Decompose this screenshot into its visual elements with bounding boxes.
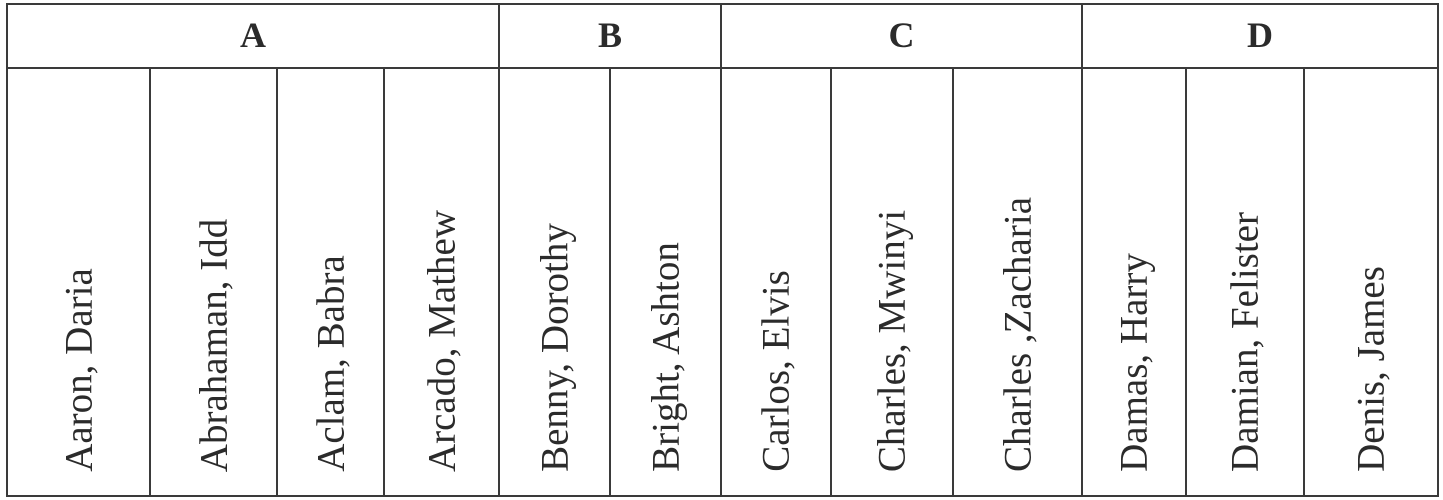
table-top-border — [6, 3, 1439, 5]
name-cell: Charles, Mwinyi — [832, 68, 952, 494]
column-border — [276, 67, 278, 497]
name-label: Arcado, Mathew — [420, 209, 463, 473]
name-cell: Carlos, Elvis — [722, 68, 830, 494]
name-label: Charles, Mwinyi — [870, 209, 914, 473]
name-cell: Charles ,Zacharia — [954, 68, 1081, 494]
column-border — [1185, 67, 1187, 497]
group-border — [720, 3, 722, 497]
column-border — [149, 67, 151, 497]
name-label: Aclam, Babra — [309, 255, 352, 472]
group-header-a: A — [240, 15, 266, 55]
group-border — [1081, 3, 1083, 497]
column-border — [609, 67, 611, 497]
group-header-b: B — [597, 15, 622, 55]
name-cell: Damian, Felister — [1187, 68, 1303, 494]
name-label: Damas, Harry — [1112, 253, 1156, 472]
name-label: Damian, Felister — [1223, 212, 1267, 472]
name-label: Carlos, Elvis — [754, 270, 798, 472]
column-border — [952, 67, 954, 497]
name-label: Charles ,Zacharia — [996, 196, 1039, 473]
name-cell: Arcado, Mathew — [385, 68, 498, 494]
name-label: Aaron, Daria — [57, 268, 100, 472]
name-cell: Benny, Dorothy — [500, 68, 609, 494]
name-cell: Aaron, Daria — [8, 68, 149, 494]
group-header-c: C — [888, 15, 915, 55]
name-cell: Bright, Ashton — [611, 68, 720, 494]
column-border — [830, 67, 832, 497]
group-border — [6, 3, 8, 497]
group-border — [1437, 3, 1439, 497]
name-cell: Abrahaman, Idd — [151, 68, 276, 494]
name-cell: Denis, James — [1305, 68, 1437, 494]
name-label: Abrahaman, Idd — [192, 218, 235, 473]
column-border — [1303, 67, 1305, 497]
table-bottom-border — [6, 495, 1439, 497]
name-label: Benny, Dorothy — [533, 223, 576, 472]
name-label: Denis, James — [1349, 266, 1393, 472]
column-border — [383, 67, 385, 497]
group-header-d: D — [1247, 15, 1273, 55]
name-cell: Damas, Harry — [1083, 68, 1185, 494]
name-label: Bright, Ashton — [644, 242, 687, 472]
name-cell: Aclam, Babra — [278, 68, 383, 494]
header-divider — [6, 67, 1439, 69]
group-border — [498, 3, 500, 497]
